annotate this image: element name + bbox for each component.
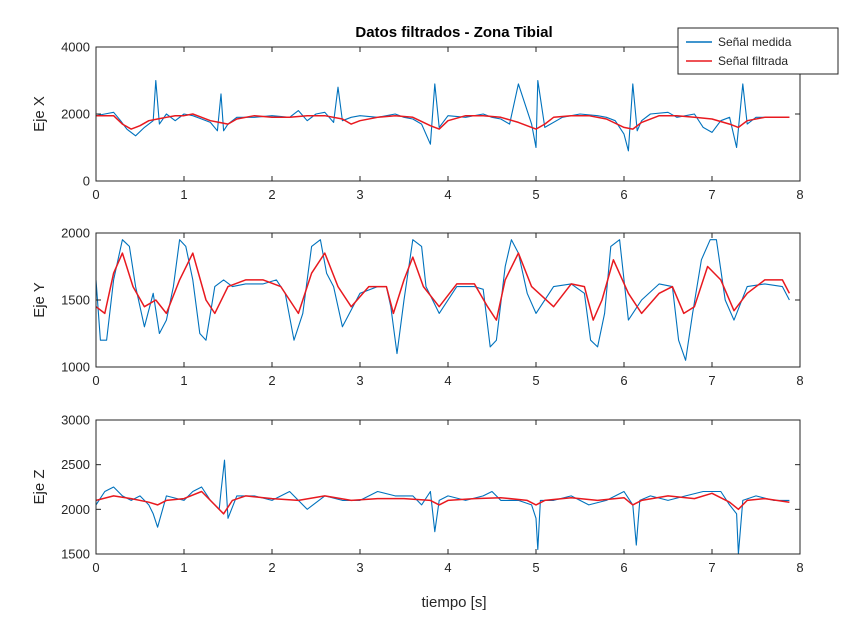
x-tick-label: 4 [444,560,451,575]
series-group [96,79,790,152]
y-tick-label: 4000 [61,40,90,55]
y-tick-label: 1500 [61,547,90,562]
series-line-filtrada [96,252,791,321]
x-tick-label: 5 [532,187,539,202]
series-line-filtrada [96,113,790,130]
x-tick-label: 0 [92,560,99,575]
y-tick-label: 1500 [61,293,90,308]
x-tick-label: 7 [708,560,715,575]
x-tick-label: 6 [620,560,627,575]
subplot-2: 0 1 2 3 4 5 6 7 8 1000 1500 2000 Eje Y [31,226,804,389]
legend-box [677,27,839,75]
y-tick-label: 0 [83,174,90,189]
y-tick-label: 1000 [61,360,90,375]
y-tick-label: 2000 [61,107,90,122]
x-tick-label: 8 [796,560,803,575]
x-tick-label: 0 [92,373,99,388]
x-tick-label: 7 [708,187,715,202]
x-tick-label: 2 [268,187,275,202]
x-tick-label: 8 [796,187,803,202]
series-group [96,459,790,554]
x-tick-label: 4 [444,373,451,388]
x-tick-label: 2 [268,560,275,575]
x-tick-label: 5 [532,560,539,575]
chart-title: Datos filtrados - Zona Tibial [355,24,552,41]
series-line-medida [96,239,790,361]
x-tick-label: 1 [180,187,187,202]
y-tick-label: 3000 [61,413,90,428]
x-tick-label: 1 [180,560,187,575]
x-tick-label: 6 [620,373,627,388]
y-axis-label: Eje Y [31,282,48,318]
plot-area [96,420,800,554]
subplot-3: 0 1 2 3 4 5 6 7 8 1500 2000 2500 3000 Eje Z [31,413,804,576]
series-group [96,239,791,361]
x-tick-label: 0 [92,187,99,202]
y-tick-label: 2000 [61,502,90,517]
legend: Señal medida Señal filtrada [677,27,839,75]
x-axis-label: tiempo [s] [421,594,486,611]
y-axis-label: Eje X [31,96,48,132]
x-tick-label: 2 [268,373,275,388]
x-tick-label: 3 [356,187,363,202]
x-tick-label: 3 [356,560,363,575]
x-tick-label: 6 [620,187,627,202]
y-tick-label: 2000 [61,226,90,241]
x-tick-label: 7 [708,373,715,388]
x-tick-label: 4 [444,187,451,202]
legend-label-medida: Señal medida [718,35,792,49]
y-axis-label: Eje Z [31,469,48,504]
x-tick-label: 8 [796,373,803,388]
legend-label-filtrada: Señal filtrada [718,54,788,68]
x-tick-label: 3 [356,373,363,388]
series-line-filtrada [96,490,790,515]
y-tick-label: 2500 [61,457,90,472]
x-tick-label: 1 [180,373,187,388]
x-tick-label: 5 [532,373,539,388]
